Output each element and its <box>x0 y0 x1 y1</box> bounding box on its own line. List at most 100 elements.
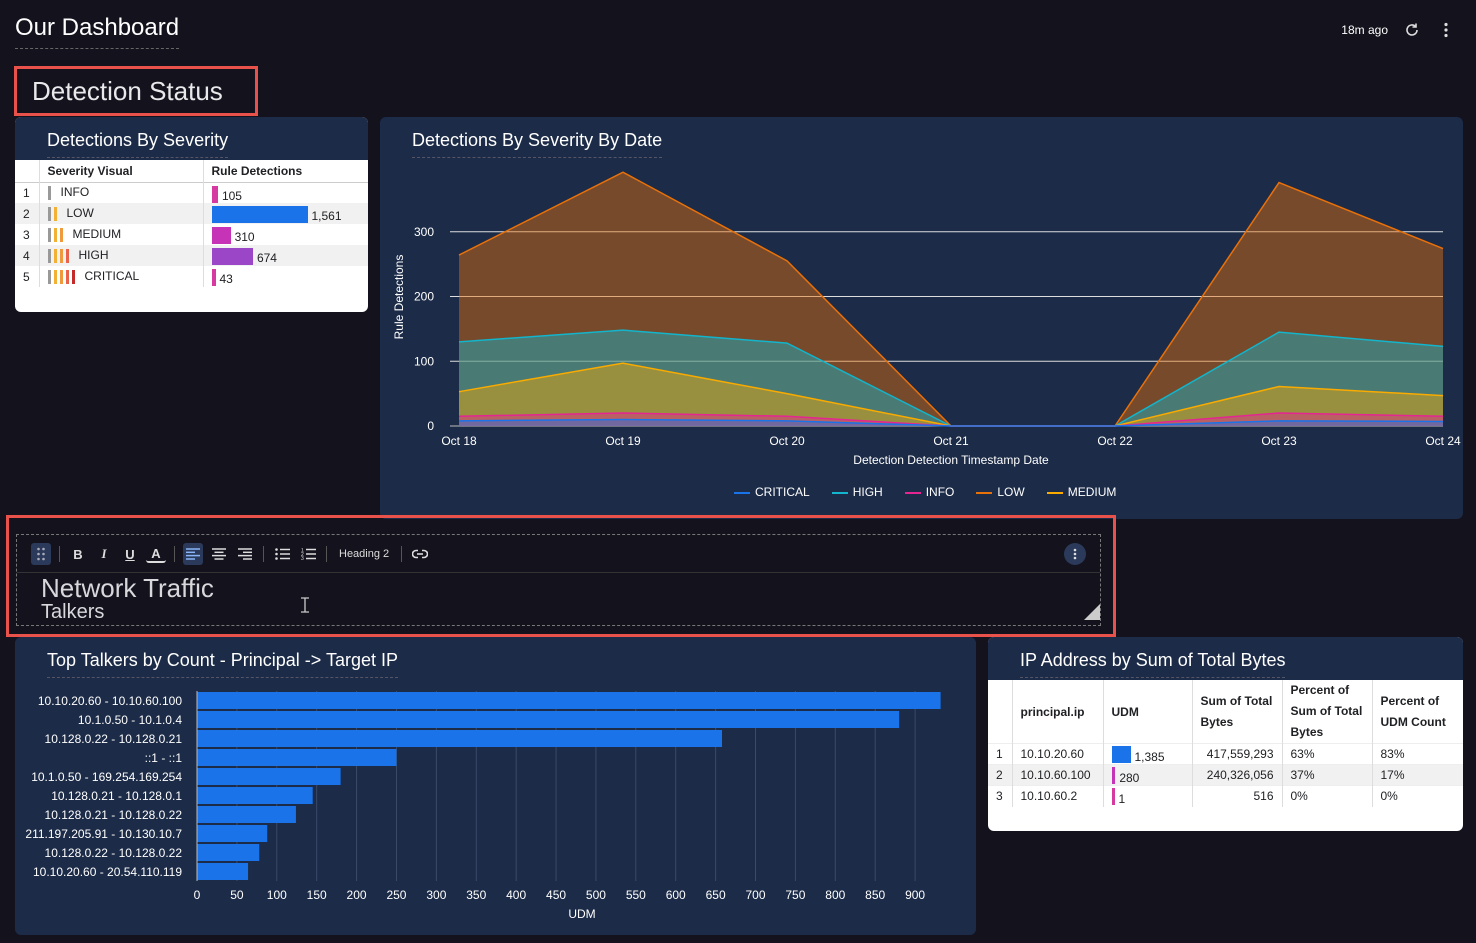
col-percent-sum-bytes[interactable]: Percent of Sum of Total Bytes <box>1282 680 1373 744</box>
svg-text:1: 1 <box>301 548 304 554</box>
x-tick-label: 350 <box>466 888 486 902</box>
talker-bar <box>197 825 268 842</box>
underline-icon[interactable]: U <box>125 546 135 562</box>
legend-item-critical[interactable]: CRITICAL <box>734 485 810 499</box>
x-tick-label: 800 <box>825 888 845 902</box>
align-left-icon[interactable] <box>183 543 203 565</box>
x-tick-label: 550 <box>626 888 646 902</box>
text-style-select[interactable]: Heading 2 <box>339 548 390 560</box>
bytes-cell: 240,326,056 <box>1192 764 1283 786</box>
text-color-icon[interactable]: A <box>146 545 166 563</box>
legend-label: LOW <box>997 485 1025 499</box>
drag-handle-icon[interactable] <box>31 543 51 565</box>
x-tick-label: 300 <box>426 888 446 902</box>
ip-table: principal.ip UDM Sum of Total Bytes Perce… <box>988 680 1463 807</box>
severity-row[interactable]: 3 MEDIUM 310 <box>15 224 368 245</box>
legend-item-info[interactable]: INFO <box>904 485 955 499</box>
section-title-box[interactable]: Detection Status <box>14 66 258 116</box>
udm-value: 1 <box>1118 792 1126 806</box>
col-sum-total-bytes[interactable]: Sum of Total Bytes <box>1192 680 1283 744</box>
udm-value: 1,385 <box>1134 750 1165 764</box>
legend-item-low[interactable]: LOW <box>976 485 1025 499</box>
detections-bar <box>211 206 308 223</box>
ip-address-card: IP Address by Sum of Total Bytes princip… <box>988 637 1463 831</box>
editor-heading[interactable]: Network Traffic <box>41 573 214 603</box>
y-tick-label: 0 <box>427 419 434 433</box>
link-icon[interactable] <box>410 543 430 565</box>
detections-value: 43 <box>219 272 233 286</box>
x-tick-label: Oct 20 <box>769 434 805 448</box>
detections-by-date-card: Detections By Severity By Date 0 100 200 30… <box>380 117 1463 519</box>
align-right-icon[interactable] <box>235 543 255 565</box>
legend-item-medium[interactable]: MEDIUM <box>1046 485 1116 499</box>
row-index: 4 <box>15 245 40 266</box>
y-axis-label: Rule Detections <box>392 255 406 340</box>
row-index: 3 <box>15 224 40 245</box>
x-tick-label: 900 <box>905 888 925 902</box>
severity-row[interactable]: 2 LOW 1,561 <box>15 203 368 224</box>
x-tick-label: 200 <box>347 888 367 902</box>
talker-label: 10.1.0.50 - 169.254.169.254 <box>31 770 182 784</box>
talker-label: 10.128.0.21 - 10.128.0.22 <box>45 808 183 822</box>
detections-value: 310 <box>234 230 255 244</box>
detections-by-severity-card: Detections By Severity Severity Visual R… <box>15 117 368 312</box>
talkers-chart: 0 50 100 150 200 250 300 350 400 450 500 550 600 650 7… <box>25 691 941 921</box>
detections-bar <box>211 269 216 286</box>
row-index: 2 <box>15 203 40 224</box>
severity-row[interactable]: 4 HIGH 674 <box>15 245 368 266</box>
refresh-icon[interactable] <box>1402 20 1422 40</box>
severity-row[interactable]: 1 INFO 105 <box>15 182 368 203</box>
editor-more-icon[interactable] <box>1064 543 1086 565</box>
dashboard-title[interactable]: Our Dashboard <box>15 14 180 49</box>
legend-swatch <box>1046 491 1063 494</box>
section-title: Detection Status <box>32 75 223 106</box>
ip-cell: 10.10.60.2 <box>1012 785 1104 807</box>
bytes-cell: 417,559,293 <box>1192 743 1283 765</box>
col-severity-visual[interactable]: Severity Visual <box>39 160 204 182</box>
udm-cell: 280 <box>1103 764 1193 786</box>
resize-handle-icon[interactable] <box>1084 604 1100 625</box>
bold-icon[interactable]: B <box>73 546 83 562</box>
talker-label: 10.128.0.21 - 10.128.0.1 <box>51 789 182 803</box>
detections-bar <box>211 185 218 203</box>
area-critical <box>459 419 1443 426</box>
col-udm[interactable]: UDM <box>1103 680 1193 744</box>
italic-icon[interactable]: I <box>101 546 107 561</box>
x-tick-label: 400 <box>506 888 526 902</box>
col-principal-ip[interactable]: principal.ip <box>1012 680 1104 744</box>
severity-row[interactable]: 5 CRITICAL 43 <box>15 266 368 287</box>
col-percent-udm-count[interactable]: Percent of UDM Count <box>1380 693 1446 729</box>
x-tick-label: Oct 19 <box>605 434 641 448</box>
udm-cell: 1,385 <box>1103 743 1193 765</box>
bulleted-list-icon[interactable] <box>272 543 292 565</box>
detections-value: 674 <box>256 251 277 265</box>
talker-label: 10.128.0.22 - 10.128.0.21 <box>45 732 183 746</box>
ip-row[interactable]: 2 10.10.60.100 280 240,326,056 37% 17% <box>988 764 1463 786</box>
editor-subheading[interactable]: Talkers <box>41 601 105 623</box>
align-center-icon[interactable] <box>209 543 229 565</box>
last-updated-text: 18m ago <box>1341 23 1388 37</box>
ip-row[interactable]: 3 10.10.60.2 1 516 0% 0% <box>988 785 1463 807</box>
col-rule-detections[interactable]: Rule Detections <box>211 163 303 178</box>
row-index: 1 <box>988 743 1013 765</box>
y-tick-label: 200 <box>414 290 434 304</box>
legend-label: INFO <box>925 485 955 499</box>
x-tick-label: Oct 24 <box>1425 434 1461 448</box>
svg-text:3: 3 <box>301 556 304 560</box>
legend-item-high[interactable]: HIGH <box>831 485 883 499</box>
severity-level-icon <box>47 227 63 242</box>
x-tick-label: 700 <box>745 888 765 902</box>
talker-bar <box>197 787 313 804</box>
area-chart: 0 100 200 300 Oct 18 Oct 19 Oct 20 Oct 21 Oct 22… <box>392 171 1461 467</box>
dashboard-controls: 18m ago <box>1341 20 1456 40</box>
legend-label: CRITICAL <box>755 485 810 499</box>
more-vert-icon[interactable] <box>1436 20 1456 40</box>
ip-row[interactable]: 1 10.10.20.60 1,385 417,559,293 63% 83% <box>988 743 1463 765</box>
talker-bar <box>197 863 249 880</box>
x-tick-label: 50 <box>230 888 244 902</box>
area-low <box>459 172 1443 426</box>
x-tick-label: 250 <box>386 888 406 902</box>
